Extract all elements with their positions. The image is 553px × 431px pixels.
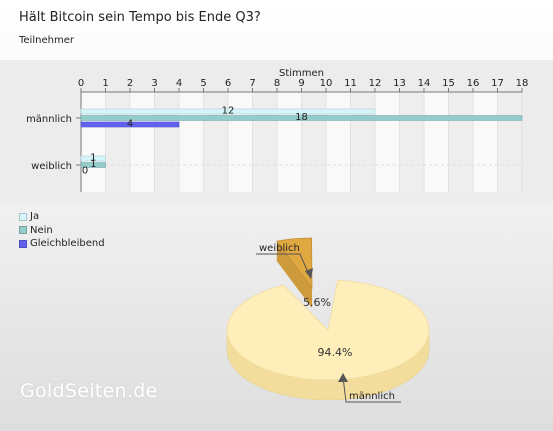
pie-percent-label: 94.4% bbox=[318, 346, 353, 359]
x-tick-label: 3 bbox=[151, 78, 157, 89]
category-label: weiblich bbox=[31, 161, 72, 172]
legend-item: Nein bbox=[19, 224, 105, 238]
callout-arrow bbox=[305, 268, 313, 279]
legend-label: Ja bbox=[30, 211, 40, 222]
pie-slice-label: männlich bbox=[349, 391, 395, 402]
x-tick-label: 4 bbox=[176, 78, 182, 89]
plot-stripe bbox=[399, 92, 424, 192]
watermark-logo: GoldSeiten.de bbox=[20, 380, 158, 402]
x-tick-label: 13 bbox=[393, 78, 406, 89]
plot-stripe bbox=[105, 92, 130, 192]
pie-slice-side bbox=[276, 241, 312, 308]
x-tick-label: 17 bbox=[491, 78, 504, 89]
callout-arrow bbox=[338, 373, 348, 382]
bar bbox=[80, 155, 106, 162]
legend-item: Gleichbleibend bbox=[19, 237, 105, 251]
x-tick-label: 16 bbox=[467, 78, 480, 89]
x-tick-label: 15 bbox=[442, 78, 455, 89]
x-tick-label: 2 bbox=[127, 78, 133, 89]
x-axis-label: Stimmen bbox=[279, 68, 324, 79]
legend: Ja Nein Gleichbleibend bbox=[19, 210, 105, 251]
chart-subtitle: Teilnehmer bbox=[19, 35, 74, 46]
bar bbox=[80, 162, 106, 168]
x-tick-label: 0 bbox=[78, 78, 84, 89]
legend-label: Gleichbleibend bbox=[30, 238, 105, 249]
plot-stripe bbox=[203, 92, 228, 192]
plot-stripe bbox=[497, 92, 522, 192]
plot-stripe bbox=[301, 92, 326, 192]
bar-value-label: 1 bbox=[90, 153, 96, 164]
pie-percent-label: 5.6% bbox=[303, 296, 331, 309]
plot-stripe bbox=[448, 92, 473, 192]
x-tick-label: 5 bbox=[200, 78, 206, 89]
x-tick-label: 14 bbox=[418, 78, 431, 89]
x-tick-label: 1 bbox=[102, 78, 108, 89]
plot-stripe bbox=[154, 92, 179, 192]
chart-title: Hält Bitcoin sein Tempo bis Ende Q3? bbox=[19, 10, 261, 25]
bar-value-label: 18 bbox=[295, 112, 308, 123]
legend-swatch bbox=[19, 226, 27, 235]
x-tick-label: 6 bbox=[225, 78, 231, 89]
bar-value-label: 4 bbox=[127, 119, 133, 130]
pie-slice bbox=[276, 237, 313, 290]
x-tick-label: 10 bbox=[320, 78, 333, 89]
legend-label: Nein bbox=[30, 224, 53, 236]
bar-value-label: 1 bbox=[90, 159, 96, 170]
plot-stripe bbox=[252, 92, 277, 192]
bar bbox=[80, 115, 523, 121]
x-tick-label: 18 bbox=[516, 78, 529, 89]
x-tick-label: 7 bbox=[249, 78, 255, 89]
legend-swatch bbox=[19, 239, 27, 248]
callout-line bbox=[342, 376, 401, 403]
bar-chart: 0 1 2 3 4 5 6 7 8 9 10 11 12 13 14 15 16 17 18Stimmenmännl… bbox=[26, 68, 529, 192]
bar-value-label: 0 bbox=[82, 166, 88, 177]
legend-item: Ja bbox=[19, 210, 105, 224]
x-tick-label: 8 bbox=[274, 78, 280, 89]
callout-line bbox=[256, 253, 311, 278]
x-tick-label: 11 bbox=[344, 78, 357, 89]
bar bbox=[80, 121, 180, 128]
bar bbox=[80, 108, 376, 115]
x-tick-label: 12 bbox=[369, 78, 382, 89]
bar-value-label: 12 bbox=[222, 106, 235, 117]
category-label: männlich bbox=[26, 114, 72, 125]
pie-slice-label: weiblich bbox=[259, 243, 300, 254]
legend-swatch bbox=[19, 212, 27, 221]
x-tick-label: 9 bbox=[298, 78, 304, 89]
plot-stripe bbox=[350, 92, 375, 192]
